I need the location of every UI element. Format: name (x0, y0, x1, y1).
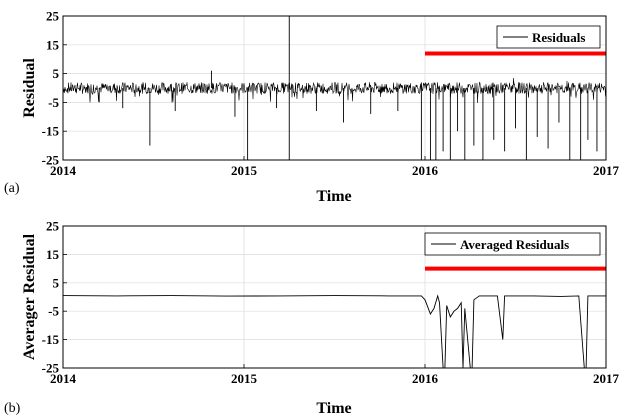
y-axis-label-b: Averager Residual (21, 233, 38, 360)
legend-box-b (424, 232, 601, 256)
legend-b: Averaged Residuals (424, 232, 601, 256)
panel-label-b: (b) (4, 401, 21, 416)
x-tick-label: 2014 (50, 163, 77, 178)
y-tick-label: -25 (42, 361, 60, 376)
y-ticks-b: 25 15 5 -5 -15 -25 (42, 219, 67, 376)
panel-label-a: (a) (4, 181, 20, 196)
x-tick-label: 2015 (231, 371, 258, 386)
panel-a: (a) Time Residual 25 15 5 -5 -15 -25 2014 2015… (4, 9, 620, 206)
x-tick-label: 2017 (593, 163, 620, 178)
averaged-residuals-line (62, 294, 606, 369)
x-tick-label: 2015 (231, 163, 258, 178)
y-tick-label: 25 (46, 9, 60, 24)
y-tick-label: -5 (48, 95, 59, 110)
y-tick-label: -15 (42, 332, 60, 347)
y-tick-label: 15 (46, 247, 60, 262)
y-tick-label: 5 (53, 275, 60, 290)
x-tick-label: 2016 (412, 163, 439, 178)
legend-label-residuals: Residuals (532, 30, 585, 45)
plot-frame-a (62, 15, 607, 161)
y-ticks-a: 25 15 5 -5 -15 -25 (42, 9, 67, 168)
series-averaged-residuals (62, 294, 606, 369)
x-tick-label: 2016 (412, 371, 439, 386)
legend-a: Residuals (496, 25, 601, 49)
y-axis-label-a: Residual (21, 58, 38, 118)
y-tick-label: -25 (42, 153, 60, 168)
plot-frame-b (62, 225, 607, 369)
x-ticks-b: 2014 2015 2016 2017 (50, 364, 620, 386)
legend-box-a (496, 25, 601, 49)
series-residuals (62, 16, 607, 160)
y-tick-label: -15 (42, 124, 60, 139)
x-tick-label: 2017 (593, 371, 620, 386)
legend-label-averaged: Averaged Residuals (460, 237, 569, 252)
x-axis-label-a: Time (316, 188, 351, 205)
y-tick-label: 25 (46, 219, 60, 234)
y-tick-label: 5 (53, 66, 60, 81)
x-tick-label: 2014 (50, 371, 77, 386)
x-axis-label-b: Time (316, 400, 351, 417)
x-ticks-a: 2014 2015 2016 2017 (50, 156, 620, 178)
residuals-noise-line (62, 77, 607, 104)
y-tick-label: -5 (48, 304, 59, 319)
y-tick-label: 15 (46, 37, 60, 52)
panel-b: (b) Time Averager Residual 25 15 5 -5 -15 -25… (4, 219, 620, 418)
